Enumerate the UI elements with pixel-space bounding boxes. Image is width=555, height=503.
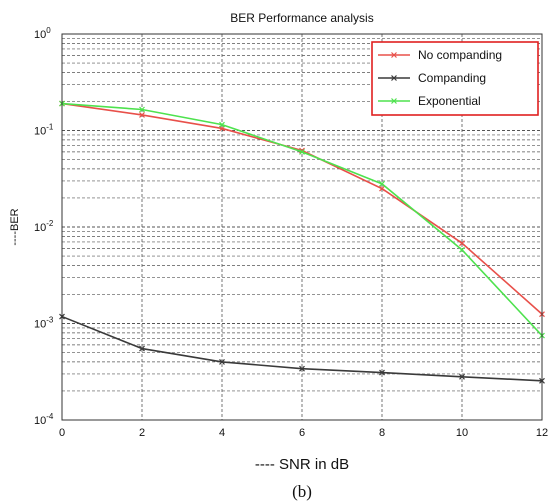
y-axis-label: ----BER (9, 208, 21, 245)
x-tick-labels: 0 2 4 6 8 10 12 (59, 427, 548, 439)
x-tick-label: 10 (456, 427, 468, 439)
data-point-exponential (379, 180, 385, 187)
y-tick-label: 100 (34, 26, 51, 41)
y-tick-label: 10-2 (34, 219, 54, 234)
legend-marker-companding (391, 75, 397, 81)
y-tick-label: 10-4 (34, 412, 54, 427)
y-tick-labels: 100 10-1 10-2 10-3 10-4 (34, 26, 54, 427)
x-tick-label: 8 (379, 427, 385, 439)
data-point-no-companding (379, 185, 385, 192)
grid-lines (61, 34, 543, 420)
chart-title: BER Performance analysis (230, 11, 373, 25)
data-point-no-companding (459, 240, 465, 247)
data-point-exponential (299, 148, 305, 155)
y-tick-label: 10-3 (34, 316, 54, 331)
y-tick-label: 10-1 (34, 123, 54, 138)
x-tick-label: 0 (59, 427, 65, 439)
data-point-companding (459, 373, 465, 380)
legend-label-no-companding: No companding (418, 48, 502, 62)
legend-label-companding: Companding (418, 71, 486, 85)
data-point-exponential (459, 246, 465, 253)
data-point-companding (219, 358, 225, 365)
data-point-no-companding (139, 112, 145, 118)
data-point-companding (139, 345, 145, 352)
legend-label-exponential: Exponential (418, 94, 481, 108)
figure-caption: (b) (292, 482, 312, 501)
plot-frame (61, 33, 543, 421)
legend-marker-exponential (391, 98, 397, 104)
legend-marker-no-companding (391, 52, 397, 58)
x-tick-label: 2 (139, 427, 145, 439)
x-tick-label: 6 (299, 427, 305, 439)
data-point-exponential (139, 106, 145, 113)
data-point-companding (299, 365, 305, 372)
legend: No companding Companding Exponential (371, 41, 539, 116)
x-tick-label: 12 (536, 427, 548, 439)
data-point-companding (379, 369, 385, 376)
data-point-exponential (219, 121, 225, 128)
x-axis-label: ---- SNR in dB (255, 456, 349, 473)
x-tick-label: 4 (219, 427, 225, 439)
series-lines (59, 100, 545, 384)
